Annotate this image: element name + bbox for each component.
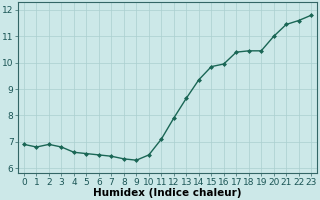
X-axis label: Humidex (Indice chaleur): Humidex (Indice chaleur) — [93, 188, 242, 198]
